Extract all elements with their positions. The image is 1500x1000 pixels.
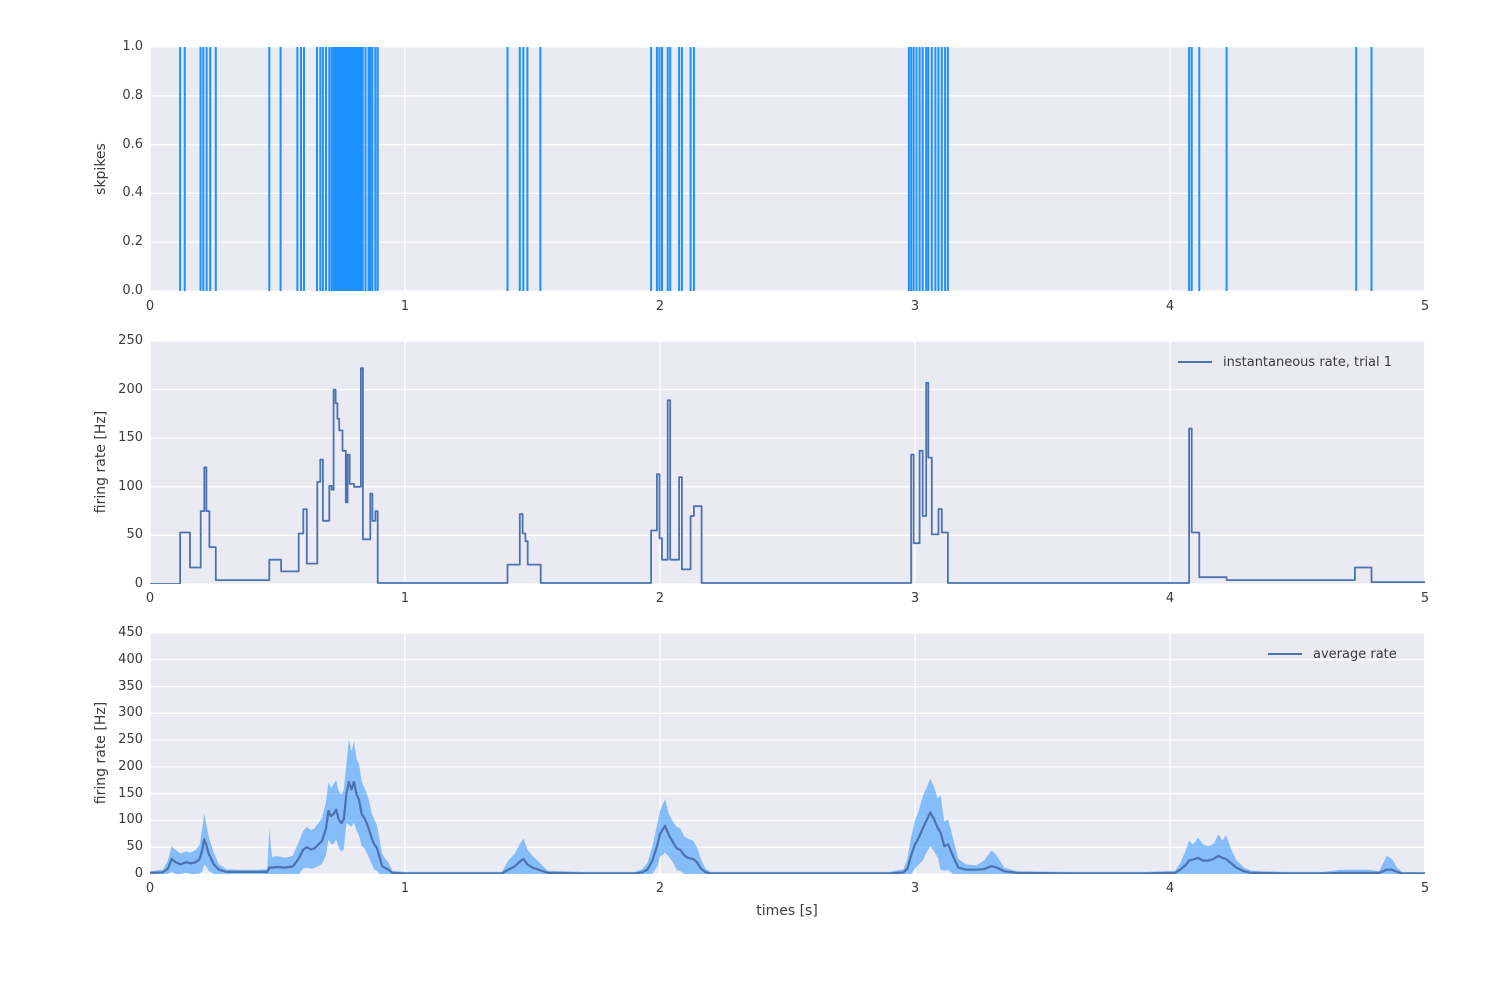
x-tick-label: 2 bbox=[655, 299, 665, 314]
y-tick-label: 200 bbox=[118, 758, 143, 774]
x-tick-label: 1 bbox=[400, 591, 410, 606]
y-tick-label: 0.2 bbox=[122, 234, 143, 250]
average-rate-band bbox=[150, 739, 1425, 874]
y-tick-label: 1.0 bbox=[122, 39, 143, 54]
legend-label-average: average rate bbox=[1313, 646, 1397, 662]
x-tick-label: 1 bbox=[400, 881, 410, 896]
y-axis-label-spikes: skpikes bbox=[93, 143, 109, 195]
y-tick-label: 150 bbox=[118, 430, 143, 446]
y-tick-label: 100 bbox=[118, 812, 143, 828]
legend-line-sample-average bbox=[1268, 653, 1302, 655]
x-tick-label: 5 bbox=[1420, 299, 1430, 314]
x-tick-label: 4 bbox=[1165, 591, 1175, 606]
y-axis-label-firing-rate-bottom: firing rate [Hz] bbox=[93, 701, 109, 805]
legend-label-instantaneous: instantaneous rate, trial 1 bbox=[1223, 354, 1393, 370]
x-tick-label: 3 bbox=[910, 299, 920, 314]
y-tick-label: 0.8 bbox=[122, 87, 143, 103]
legend-average-rate: average rate bbox=[1268, 645, 1397, 663]
axes-panel-2 bbox=[150, 633, 1425, 874]
legend-line-sample-instantaneous bbox=[1178, 361, 1212, 363]
y-tick-label: 400 bbox=[118, 651, 143, 667]
x-tick-label: 5 bbox=[1420, 591, 1430, 606]
y-tick-label: 300 bbox=[118, 705, 143, 721]
average-rate-line bbox=[150, 780, 1425, 874]
y-axis-label-firing-rate-middle: firing rate [Hz] bbox=[93, 410, 109, 514]
legend-instantaneous-rate: instantaneous rate, trial 1 bbox=[1178, 353, 1392, 371]
x-tick-label: 2 bbox=[655, 591, 665, 606]
x-tick-label: 3 bbox=[910, 591, 920, 606]
y-tick-label: 350 bbox=[118, 678, 143, 694]
y-tick-label: 0.4 bbox=[122, 185, 143, 201]
y-tick-label: 150 bbox=[118, 785, 143, 801]
y-tick-label: 0 bbox=[134, 576, 143, 591]
instantaneous-rate-line bbox=[150, 367, 1425, 584]
x-tick-label: 0 bbox=[145, 591, 155, 606]
x-tick-label: 4 bbox=[1165, 881, 1175, 896]
y-tick-label: 200 bbox=[118, 381, 143, 397]
x-tick-label: 0 bbox=[145, 299, 155, 314]
y-tick-label: 50 bbox=[126, 527, 143, 543]
x-tick-label: 2 bbox=[655, 881, 665, 896]
y-tick-label: 250 bbox=[118, 333, 143, 348]
y-tick-label: 50 bbox=[126, 839, 143, 855]
x-tick-label: 1 bbox=[400, 299, 410, 314]
x-tick-label: 0 bbox=[145, 881, 155, 896]
x-tick-label: 3 bbox=[910, 881, 920, 896]
y-tick-label: 0.6 bbox=[122, 136, 143, 152]
y-tick-label: 0.0 bbox=[122, 283, 143, 298]
x-tick-label: 5 bbox=[1420, 881, 1430, 896]
y-tick-label: 250 bbox=[118, 732, 143, 748]
y-tick-label: 100 bbox=[118, 478, 143, 494]
x-tick-label: 4 bbox=[1165, 299, 1175, 314]
axes-panel-0 bbox=[150, 47, 1425, 291]
y-tick-label: 0 bbox=[134, 866, 143, 881]
y-tick-label: 450 bbox=[118, 625, 143, 640]
x-axis-label-times: times [s] bbox=[756, 903, 818, 919]
axes-panel-1 bbox=[150, 341, 1425, 584]
